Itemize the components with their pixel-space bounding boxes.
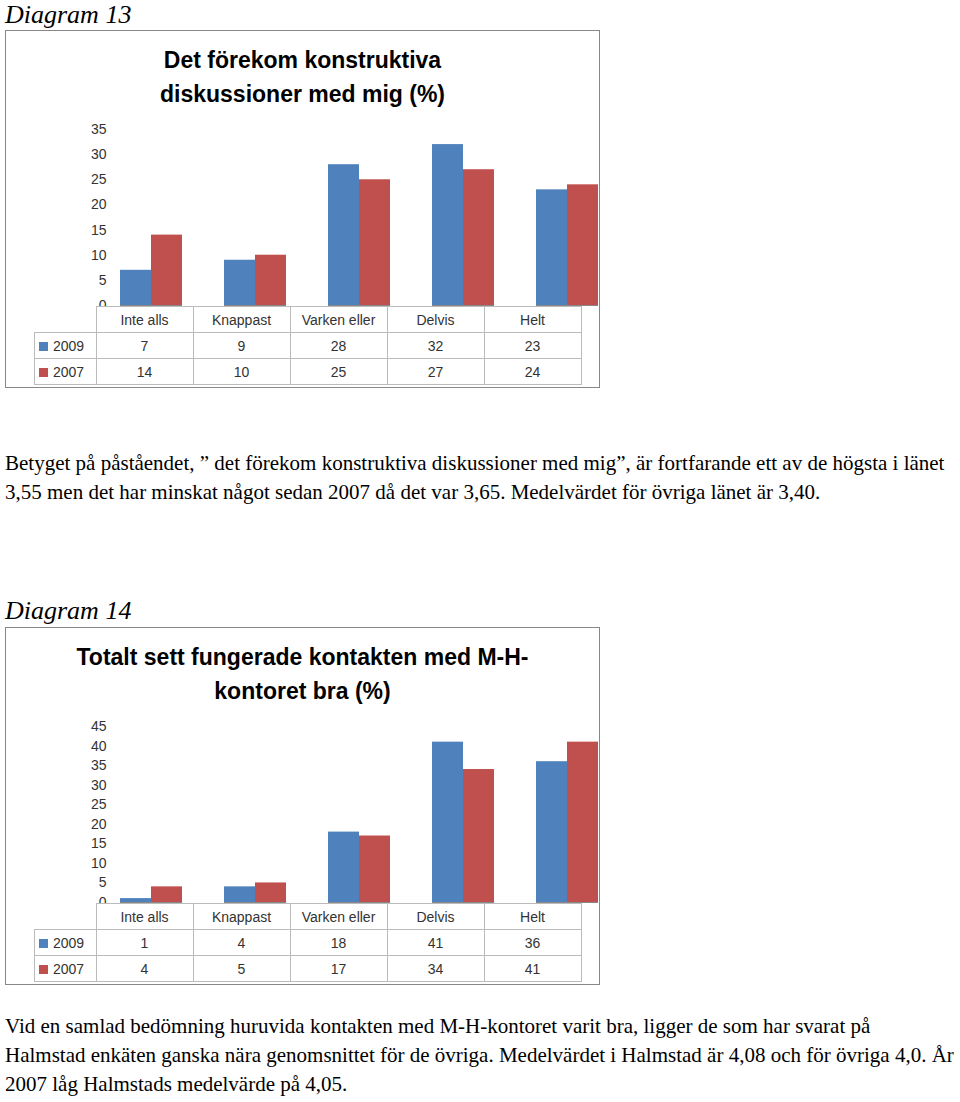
svg-text:10: 10 xyxy=(91,855,107,871)
html-text:17: 17 xyxy=(330,960,347,977)
html-text:10: 10 xyxy=(233,363,250,380)
svg-text:20: 20 xyxy=(91,196,107,212)
svg-text:35: 35 xyxy=(91,121,107,137)
html-text:Totalt sett fungerade kontakte: Totalt sett fungerade kontakten med M-H-… xyxy=(76,644,529,704)
html-text:18: 18 xyxy=(330,934,347,951)
html-text:28: 28 xyxy=(330,337,347,354)
svg-text:25: 25 xyxy=(91,171,107,187)
html-text:Delvis: Delvis xyxy=(416,311,455,328)
html-text:Varken eller: Varken eller xyxy=(301,311,376,328)
html-text:34: 34 xyxy=(427,960,444,977)
html-text:Inte alls: Inte alls xyxy=(120,908,169,925)
html-text:4: 4 xyxy=(140,960,149,977)
html-text:2009: 2009 xyxy=(53,934,85,951)
svg-text:15: 15 xyxy=(91,835,107,851)
svg-text:15: 15 xyxy=(91,222,107,238)
html-text:2009: 2009 xyxy=(53,337,85,354)
html-text:1: 1 xyxy=(140,934,149,951)
html-text:24: 24 xyxy=(524,363,541,380)
html-text:27: 27 xyxy=(427,363,444,380)
svg-text:35: 35 xyxy=(91,757,107,773)
svg-text:20: 20 xyxy=(91,816,107,832)
html-text:41: 41 xyxy=(524,960,541,977)
svg-text:45: 45 xyxy=(91,718,107,734)
svg-text:30: 30 xyxy=(91,777,107,793)
html-text:Vid en samlad bedömning huruvi: Vid en samlad bedömning huruvida kontakt… xyxy=(5,1014,954,1096)
html-text:32: 32 xyxy=(427,337,444,354)
svg-text:40: 40 xyxy=(91,738,107,754)
svg-text:0: 0 xyxy=(99,894,107,903)
html-text:Det förekom konstruktiva disku: Det förekom konstruktiva diskussioner me… xyxy=(160,47,445,107)
html-text:Helt: Helt xyxy=(520,908,545,925)
html-text:14: 14 xyxy=(136,363,153,380)
html-text:9: 9 xyxy=(237,337,246,354)
html-text:Helt: Helt xyxy=(520,311,545,328)
html-text:2007: 2007 xyxy=(53,363,85,380)
html-text:Diagram 13: Diagram 13 xyxy=(5,0,132,29)
html-text:Knappast: Knappast xyxy=(211,311,272,328)
svg-text:10: 10 xyxy=(91,247,107,263)
html-text:7: 7 xyxy=(140,337,149,354)
svg-text:5: 5 xyxy=(99,272,107,288)
html-text:Varken eller: Varken eller xyxy=(301,908,376,925)
svg-text:30: 30 xyxy=(91,146,107,162)
html-text:2007: 2007 xyxy=(53,960,85,977)
html-text:41: 41 xyxy=(427,934,444,951)
html-text:23: 23 xyxy=(524,337,541,354)
html-text:Inte alls: Inte alls xyxy=(120,311,169,328)
svg-text:25: 25 xyxy=(91,796,107,812)
html-text:Diagram 14: Diagram 14 xyxy=(5,596,132,625)
svg-text:0: 0 xyxy=(99,297,107,306)
html-text:Knappast: Knappast xyxy=(211,908,272,925)
html-text:Delvis: Delvis xyxy=(416,908,455,925)
svg-text:5: 5 xyxy=(99,874,107,890)
html-text:Betyget på påståendet, ” det f: Betyget på påståendet, ” det förekom kon… xyxy=(5,451,945,504)
html-text:25: 25 xyxy=(330,363,347,380)
html-text:36: 36 xyxy=(524,934,541,951)
html-text:5: 5 xyxy=(237,960,246,977)
html-text:4: 4 xyxy=(237,934,246,951)
